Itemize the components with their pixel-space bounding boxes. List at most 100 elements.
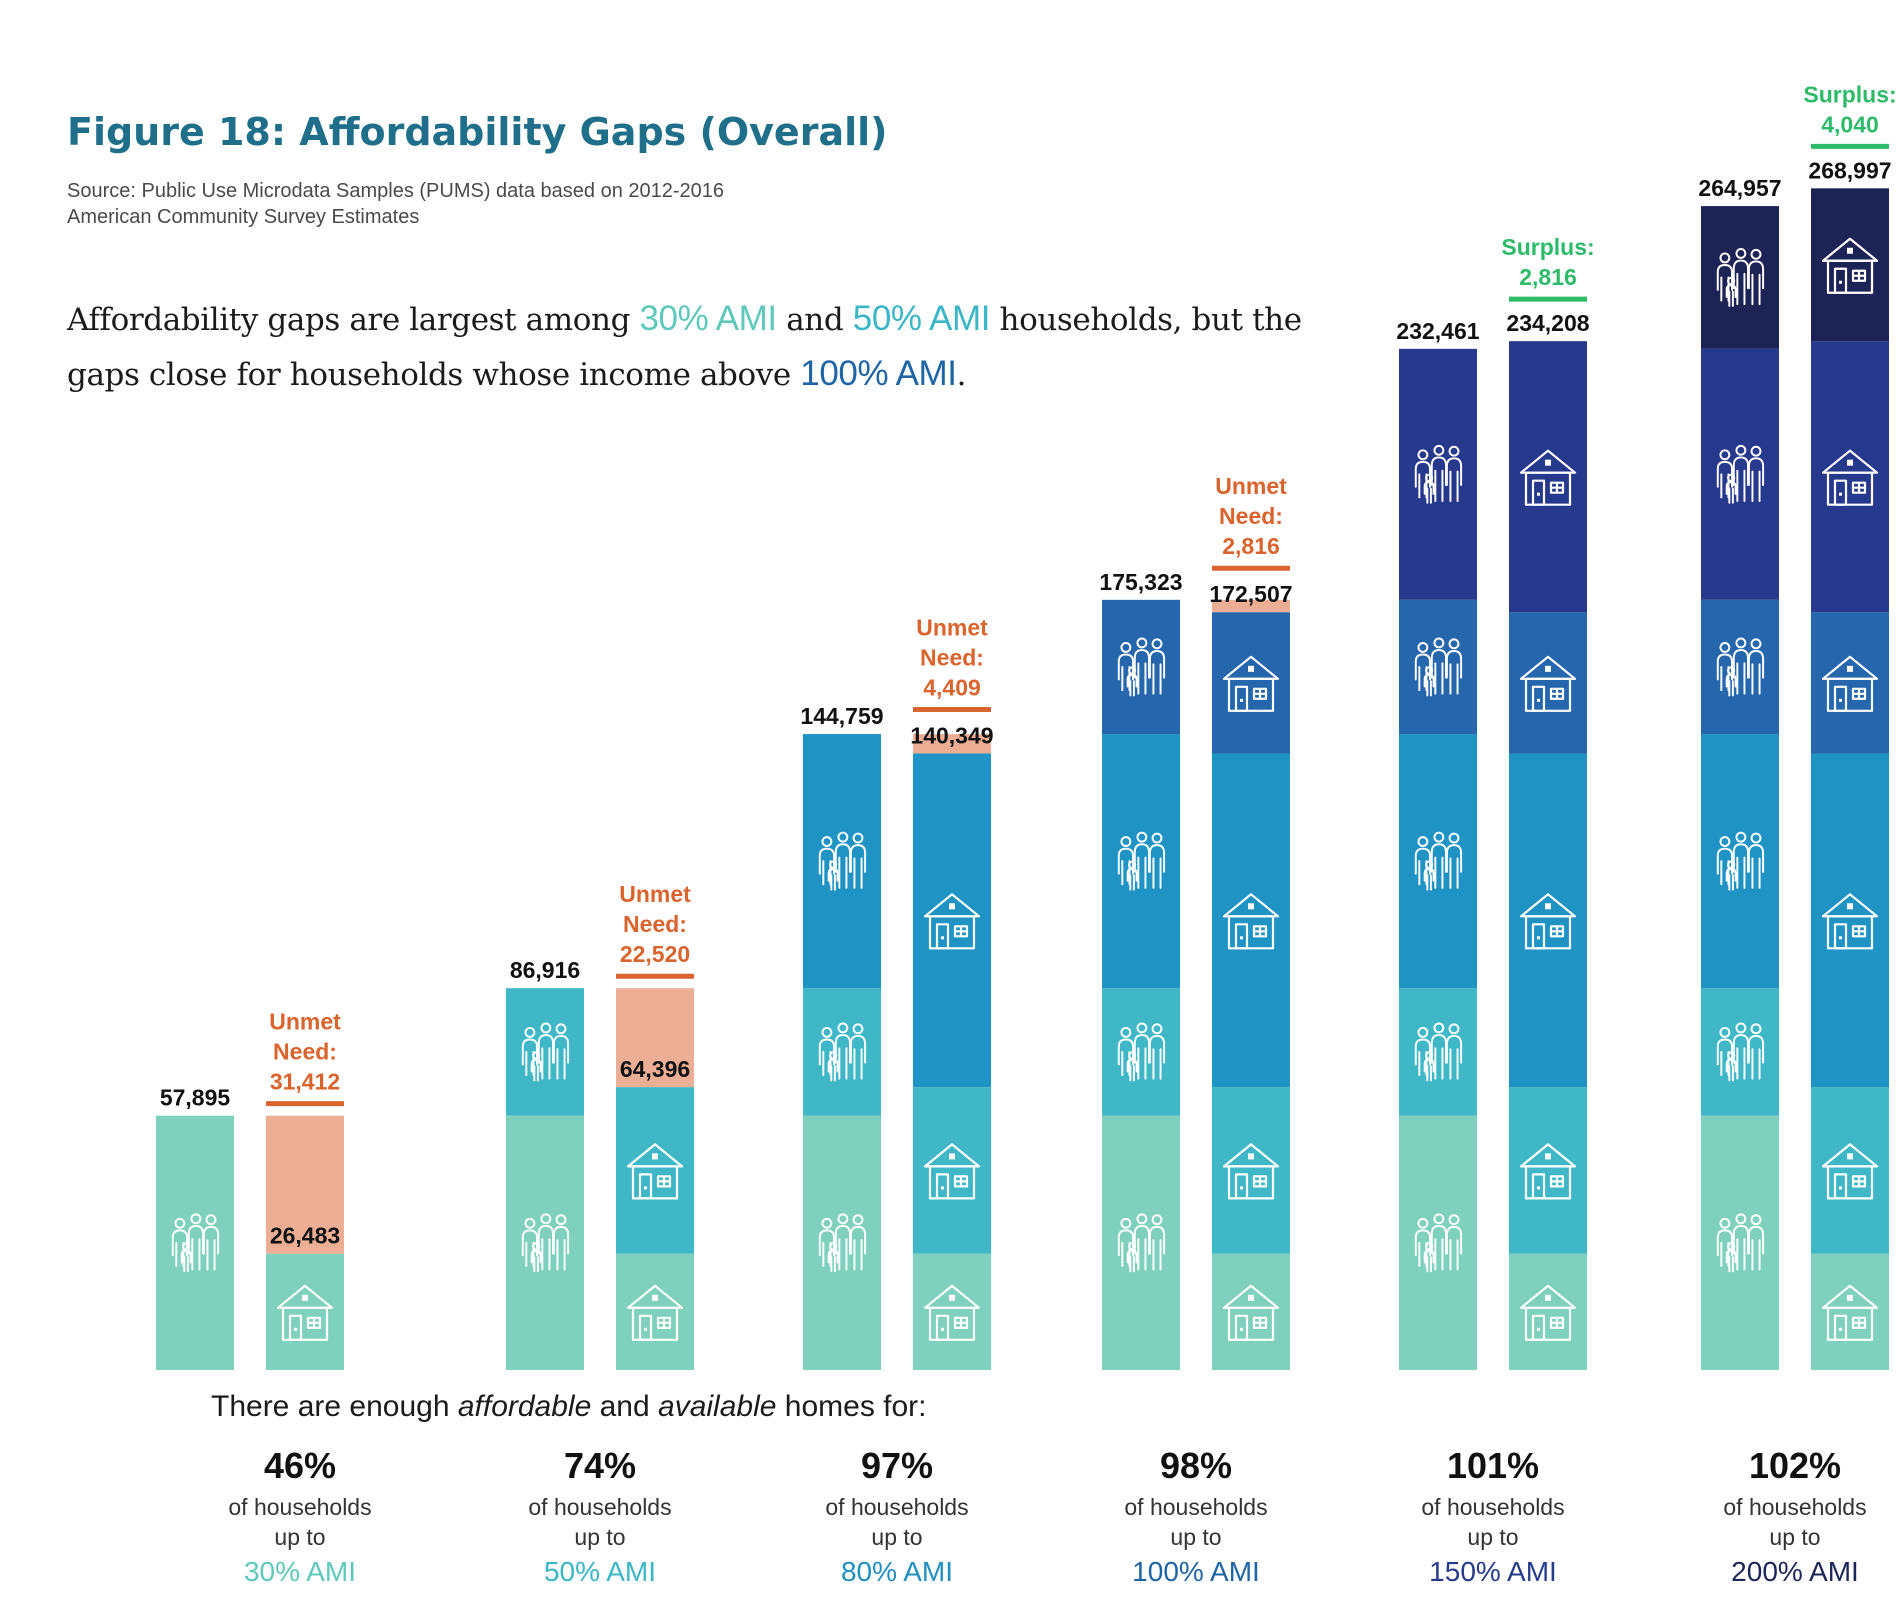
homes-bar-segment-100-ami — [1212, 612, 1290, 754]
stat-line-2: up to — [1769, 1524, 1821, 1550]
homes-bar-segment-80-ami — [1509, 753, 1587, 1088]
bar-value-label: 64,396 — [620, 1056, 690, 1082]
homes-bar-segment-30-ami — [616, 1253, 694, 1370]
stat-50-ami: 74% of households up to 50% AMI — [480, 1440, 720, 1592]
unmet-need-label: Unmet — [1215, 473, 1287, 499]
headline-highlight-100: 100% AMI — [800, 354, 957, 393]
homes-bar-segment-50-ami — [913, 1087, 991, 1254]
labels-layer: 57,895 26,483 Unmet Need: 31,412 86,916 64,396… — [160, 81, 1896, 1248]
households-bar-segment-100-ami — [1399, 599, 1477, 735]
bar-value-label: 140,349 — [910, 722, 993, 748]
stat-line-2: up to — [274, 1524, 326, 1550]
surplus-label: Surplus: — [1501, 234, 1594, 260]
stat-percent: 102% — [1748, 1445, 1842, 1486]
households-bar-segment-100-ami — [1102, 599, 1180, 735]
households-bar-segment-30-ami — [506, 1115, 584, 1370]
households-bar-segment-30-ami — [1399, 1115, 1477, 1370]
unmet-need-label: 2,816 — [1222, 533, 1280, 559]
stat-ami-label: 150% AMI — [1429, 1556, 1557, 1587]
stat-percent: 101% — [1446, 1445, 1540, 1486]
households-bar-segment-200-ami — [1701, 206, 1779, 349]
headline-text: . — [956, 357, 967, 393]
homes-bar-segment-50-ami — [1212, 1087, 1290, 1254]
unmet-need-label: 4,409 — [923, 674, 981, 700]
stat-ami-label: 200% AMI — [1731, 1556, 1859, 1587]
stat-ami-label: 30% AMI — [243, 1556, 357, 1587]
households-bar-segment-50-ami — [506, 988, 584, 1116]
stat-150-ami: 101% of households up to 150% AMI — [1373, 1440, 1613, 1592]
headline-text: and — [776, 302, 853, 338]
unmet-need-bar — [266, 1115, 344, 1254]
homes-bar-segment-30-ami — [1509, 1253, 1587, 1370]
homes-bar-segment-100-ami — [1811, 612, 1889, 754]
stat-line-2: up to — [1170, 1524, 1222, 1550]
unmet-need-label: 22,520 — [620, 941, 690, 967]
source-line-2: American Community Survey Estimates — [67, 206, 420, 228]
bar-value-label: 172,507 — [1209, 581, 1292, 607]
bar-value-label: 264,957 — [1698, 175, 1781, 201]
unmet-need-bar — [616, 988, 694, 1088]
homes-bar-segment-100-ami — [1509, 612, 1587, 754]
unmet-need-label: Unmet — [916, 614, 988, 640]
homes-bar-segment-50-ami — [1509, 1087, 1587, 1254]
unmet-need-label: Unmet — [269, 1009, 341, 1035]
unmet-need-label: Need: — [1219, 503, 1283, 529]
figure-source: Source: Public Use Microdata Samples (PU… — [67, 178, 724, 230]
households-bar-segment-80-ami — [1102, 734, 1180, 989]
households-bar-segment-150-ami — [1399, 348, 1477, 600]
homes-bar-segment-150-ami — [1811, 341, 1889, 613]
households-bar-segment-80-ami — [803, 734, 881, 989]
surplus-label: 2,816 — [1519, 264, 1577, 290]
stat-30-ami: 46% of households up to 30% AMI — [180, 1440, 420, 1592]
stat-percent: 97% — [860, 1445, 934, 1486]
bars-layer — [156, 188, 1889, 1370]
households-bar-segment-80-ami — [1701, 734, 1779, 989]
households-bar-segment-30-ami — [156, 1115, 234, 1370]
stat-line-1: of households — [528, 1494, 672, 1520]
households-bar-segment-150-ami — [1701, 348, 1779, 600]
surplus-label: 4,040 — [1821, 111, 1879, 137]
unmet-need-label: 31,412 — [270, 1069, 340, 1095]
bar-value-label: 57,895 — [160, 1085, 231, 1111]
stat-ami-label: 100% AMI — [1132, 1556, 1260, 1587]
bar-value-label: 234,208 — [1506, 310, 1589, 336]
stat-line-1: of households — [1124, 1494, 1268, 1520]
homes-bar-segment-30-ami — [1212, 1253, 1290, 1370]
footer-intro-text: homes for: — [776, 1390, 927, 1423]
bar-value-label: 26,483 — [270, 1223, 340, 1249]
stat-percent: 46% — [263, 1445, 337, 1486]
stat-line-2: up to — [871, 1524, 923, 1550]
homes-bar-segment-80-ami — [913, 753, 991, 1088]
unmet-need-bar — [1212, 599, 1290, 613]
stat-200-ami: 102% of households up to 200% AMI — [1675, 1440, 1896, 1592]
stat-line-2: up to — [574, 1524, 626, 1550]
households-bar-segment-30-ami — [803, 1115, 881, 1370]
homes-bar-segment-30-ami — [1811, 1253, 1889, 1370]
bar-value-label: 268,997 — [1808, 157, 1891, 183]
unmet-need-label: Unmet — [619, 881, 691, 907]
homes-bar-segment-80-ami — [1811, 753, 1889, 1088]
unmet-need-label: Need: — [623, 911, 687, 937]
households-bar-segment-30-ami — [1701, 1115, 1779, 1370]
households-bar-segment-50-ami — [1102, 988, 1180, 1116]
homes-bar-segment-30-ami — [913, 1253, 991, 1370]
stat-line-1: of households — [1421, 1494, 1565, 1520]
headline-highlight-30: 30% AMI — [639, 299, 777, 338]
households-bar-segment-50-ami — [1701, 988, 1779, 1116]
figure-title: Figure 18: Affordability Gaps (Overall) — [67, 110, 888, 154]
headline-text: gaps close for households whose income a… — [67, 357, 801, 393]
households-bar-segment-80-ami — [1399, 734, 1477, 989]
stat-line-2: up to — [1467, 1524, 1519, 1550]
bar-value-label: 232,461 — [1396, 318, 1479, 344]
stat-ami-label: 80% AMI — [840, 1556, 954, 1587]
bar-value-label: 86,916 — [510, 957, 580, 983]
unmet-need-label: Need: — [920, 644, 984, 670]
footer-intro-available: available — [658, 1390, 777, 1423]
stat-80-ami: 97% of households up to 80% AMI — [777, 1440, 1017, 1592]
stat-percent: 74% — [563, 1445, 637, 1486]
stat-100-ami: 98% of households up to 100% AMI — [1076, 1440, 1316, 1592]
stat-line-1: of households — [825, 1494, 969, 1520]
headline-text: households, but the — [990, 302, 1303, 338]
households-bar-segment-30-ami — [1102, 1115, 1180, 1370]
